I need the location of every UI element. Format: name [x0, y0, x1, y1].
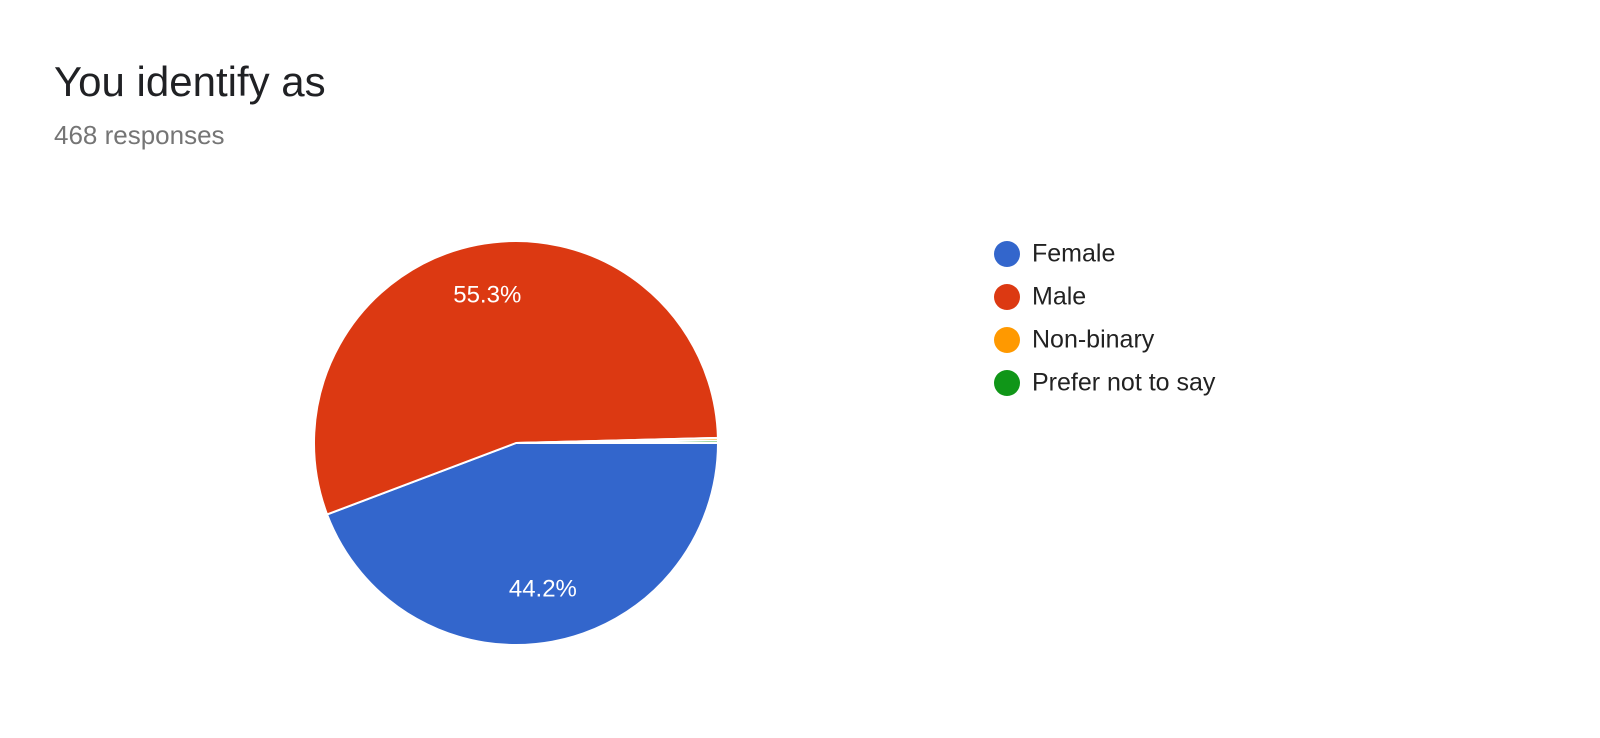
pie-slice	[325, 442, 720, 646]
chart-subtitle: 468 responses	[54, 120, 225, 150]
legend-swatch	[994, 241, 1020, 267]
slice-label: 55.3%	[453, 282, 521, 309]
legend-label: Female	[1032, 240, 1115, 268]
legend-label: Prefer not to say	[1032, 369, 1216, 397]
legend-swatch	[994, 284, 1020, 310]
legend-swatch	[994, 327, 1020, 353]
legend-label: Non-binary	[1032, 326, 1155, 354]
legend-label: Male	[1032, 283, 1086, 311]
pie-slice	[515, 439, 720, 444]
slice-label: 44.2%	[509, 575, 577, 602]
chart-title: You identify as	[54, 58, 326, 105]
legend-swatch	[994, 370, 1020, 396]
pie-slice	[313, 240, 719, 516]
